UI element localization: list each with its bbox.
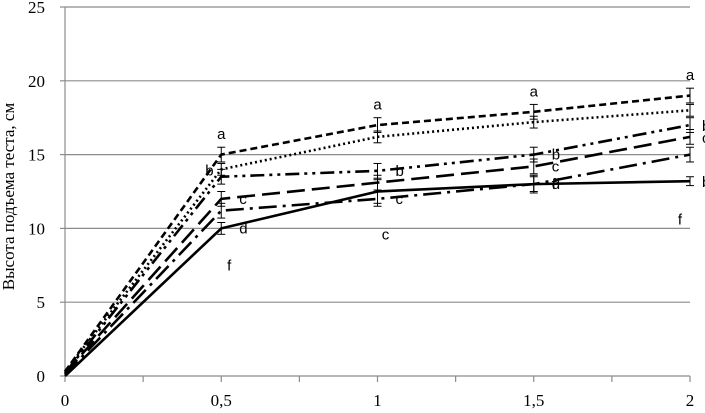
y-tick-label: 0 bbox=[37, 367, 46, 386]
axes bbox=[60, 6, 691, 382]
significance-label: a bbox=[373, 97, 382, 114]
significance-label: a bbox=[686, 67, 695, 84]
x-tick-label: 0 bbox=[61, 391, 70, 410]
x-tick-label: 0,5 bbox=[211, 391, 232, 410]
significance-label: c bbox=[396, 191, 404, 208]
significance-label: f bbox=[227, 257, 232, 274]
y-tick-label: 5 bbox=[37, 293, 46, 312]
significance-label: c bbox=[702, 130, 705, 147]
significance-label: a bbox=[530, 83, 539, 100]
significance-label: d bbox=[239, 220, 247, 237]
series-line-3 bbox=[63, 123, 691, 374]
significance-label: c bbox=[239, 191, 247, 208]
significance-label: b bbox=[702, 174, 705, 191]
y-tick-label: 20 bbox=[28, 72, 45, 91]
y-tick-label: 25 bbox=[28, 0, 45, 17]
significance-label: b bbox=[702, 118, 705, 135]
y-tick-label: 15 bbox=[28, 146, 45, 165]
tick-labels: 0 5 10 15 20 25 0 0,5 1 1,5 2 bbox=[28, 0, 694, 410]
significance-label: a bbox=[217, 126, 226, 143]
significance-label: b bbox=[552, 147, 560, 164]
x-tick-label: 2 bbox=[686, 391, 695, 410]
y-tick-label: 10 bbox=[28, 219, 45, 238]
significance-label: b bbox=[396, 163, 404, 180]
series-line-1 bbox=[63, 94, 691, 373]
significance-label: c bbox=[552, 158, 560, 175]
significance-label: f bbox=[552, 176, 557, 193]
series-line-6 bbox=[64, 179, 691, 377]
x-tick-label: 1,5 bbox=[523, 391, 544, 410]
significance-labels: aaaabbbbccccddfbfcf bbox=[205, 67, 705, 274]
significance-label: f bbox=[678, 212, 683, 229]
significance-label: c bbox=[382, 226, 390, 243]
x-tick-label: 1 bbox=[373, 391, 382, 410]
error-bars bbox=[217, 87, 694, 235]
y-axis-title: Высота подъема теста, см bbox=[0, 103, 18, 291]
significance-label: d bbox=[552, 176, 560, 193]
significance-label: b bbox=[205, 162, 213, 179]
